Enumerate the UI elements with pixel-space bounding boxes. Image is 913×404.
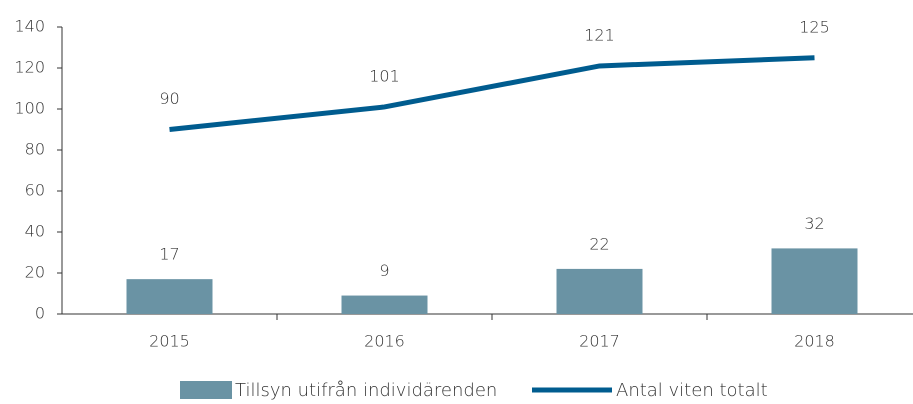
bar <box>556 268 643 314</box>
y-tick-label: 100 <box>14 99 45 118</box>
data-label: 9 <box>379 261 389 280</box>
bar <box>341 295 428 314</box>
legend-swatch <box>180 381 232 399</box>
x-tick-label: 2017 <box>579 332 620 351</box>
data-label: 17 <box>159 245 179 264</box>
data-label: 121 <box>584 25 615 44</box>
data-label: 32 <box>804 214 824 233</box>
y-tick-label: 0 <box>35 304 45 323</box>
legend-label: Antal viten totalt <box>616 380 768 401</box>
legend-label: Tillsyn utifrån individärenden <box>235 380 497 401</box>
y-tick-label: 20 <box>25 263 45 282</box>
data-label: 125 <box>799 17 830 36</box>
y-tick-label: 140 <box>14 17 45 36</box>
data-label: 101 <box>369 66 400 85</box>
line <box>169 55 815 132</box>
data-label: 90 <box>159 89 179 108</box>
x-tick-label: 2018 <box>794 332 835 351</box>
y-tick-label: 60 <box>25 181 45 200</box>
y-tick-label: 120 <box>14 58 45 77</box>
bar <box>126 279 213 314</box>
x-tick-label: 2015 <box>149 332 190 351</box>
y-tick-label: 80 <box>25 140 45 159</box>
bar <box>771 248 858 314</box>
x-tick-label: 2016 <box>364 332 405 351</box>
y-tick-label: 40 <box>25 222 45 241</box>
data-label: 22 <box>589 234 609 253</box>
